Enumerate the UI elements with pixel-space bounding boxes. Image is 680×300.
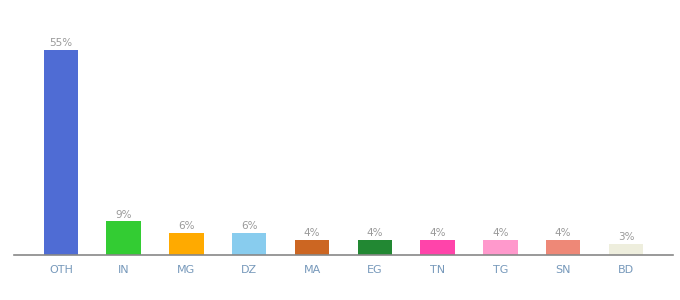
Text: 6%: 6%	[178, 221, 194, 231]
Text: 6%: 6%	[241, 221, 258, 231]
Text: 4%: 4%	[367, 228, 383, 238]
Text: 4%: 4%	[429, 228, 446, 238]
Text: 4%: 4%	[304, 228, 320, 238]
Bar	[232, 232, 267, 255]
Bar	[609, 244, 643, 255]
Bar	[420, 240, 455, 255]
Bar	[358, 240, 392, 255]
Bar	[169, 232, 204, 255]
Bar	[294, 240, 329, 255]
Bar	[106, 221, 141, 255]
Text: 3%: 3%	[617, 232, 634, 242]
Text: 4%: 4%	[492, 228, 509, 238]
Bar	[483, 240, 517, 255]
Bar	[546, 240, 581, 255]
Bar	[44, 50, 78, 255]
Text: 9%: 9%	[116, 210, 132, 220]
Text: 55%: 55%	[49, 38, 72, 48]
Text: 4%: 4%	[555, 228, 571, 238]
